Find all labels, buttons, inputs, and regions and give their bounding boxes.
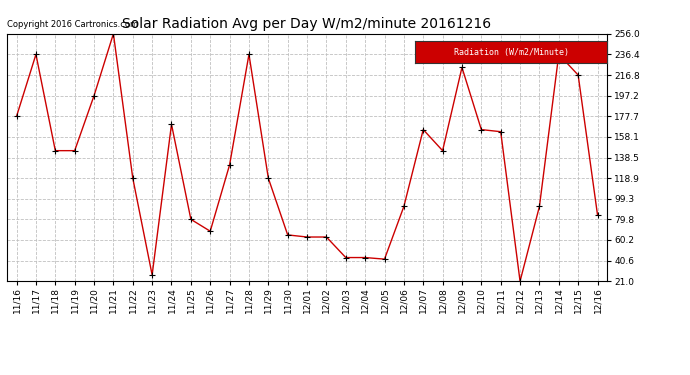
Title: Solar Radiation Avg per Day W/m2/minute 20161216: Solar Radiation Avg per Day W/m2/minute … [123, 17, 491, 31]
Text: Copyright 2016 Cartronics.com: Copyright 2016 Cartronics.com [7, 20, 138, 29]
